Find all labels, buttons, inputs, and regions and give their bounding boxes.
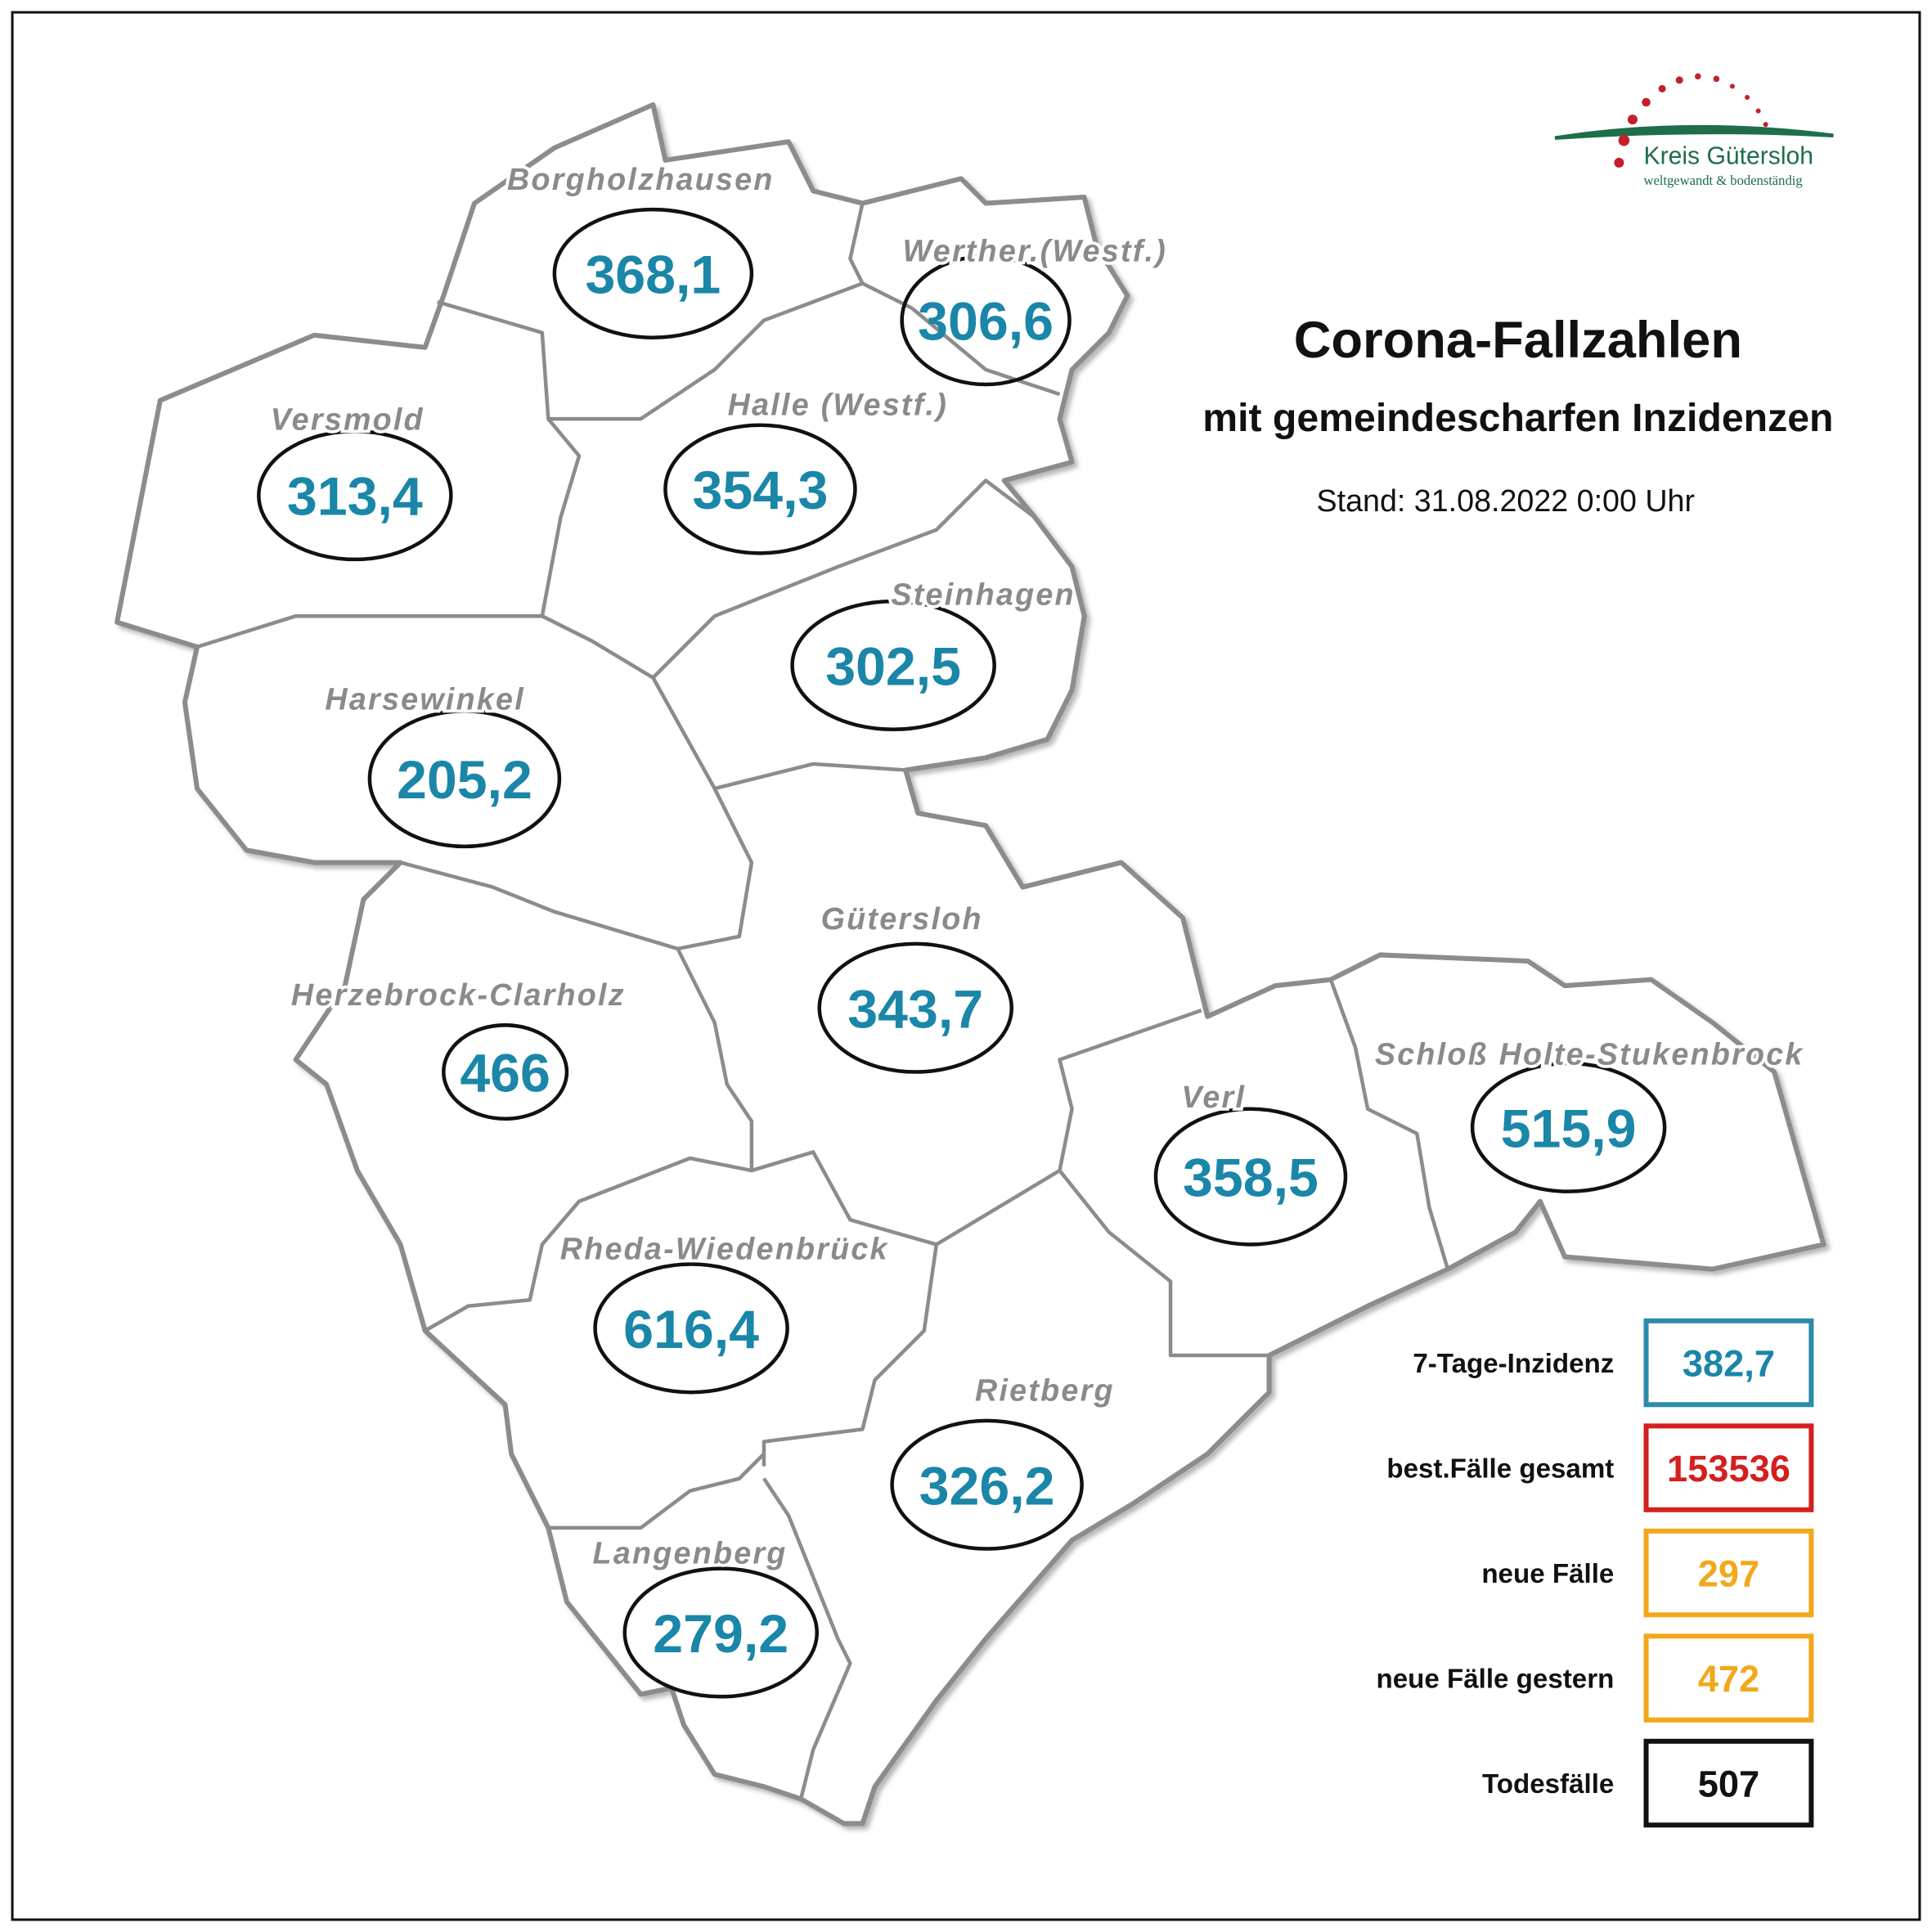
municipality-name: Harsewinkel (325, 682, 525, 717)
logo-dots (1614, 73, 1768, 168)
summary-box (1643, 1633, 1814, 1723)
value-oval (442, 1023, 569, 1121)
municipality-name: Herzebrock-Clarholz (291, 977, 626, 1012)
summary-value: 507 (1698, 1764, 1759, 1805)
logo: Kreis Gütersloh weltgewandt & bodenständ… (1554, 73, 1834, 188)
municipality-value: 368,1 (585, 245, 721, 306)
summary-box (1643, 1528, 1814, 1618)
municipality-value: 205,2 (397, 750, 532, 811)
summary-value: 472 (1698, 1658, 1759, 1700)
logo-name: Kreis Gütersloh (1644, 142, 1814, 169)
value-oval (257, 429, 453, 562)
summary-box (1643, 1423, 1814, 1512)
municipality-name: Rheda-Wiedenbrück (560, 1232, 889, 1266)
municipality-name: Verl (1181, 1080, 1246, 1114)
municipality-name: Versmold (271, 402, 425, 437)
municipality-name: Steinhagen (891, 577, 1075, 612)
municipality-value: 279,2 (653, 1604, 789, 1665)
summary-value: 153536 (1667, 1448, 1790, 1489)
municipality-name: Borgholzhausen (507, 162, 775, 196)
value-oval (817, 941, 1013, 1074)
summary-box (1643, 1738, 1814, 1828)
municipality-name: Langenberg (593, 1536, 788, 1570)
value-oval (900, 254, 1072, 387)
municipality-value: 326,2 (919, 1456, 1055, 1516)
value-oval (790, 599, 996, 732)
value-oval (890, 1418, 1084, 1551)
value-oval (1153, 1107, 1348, 1247)
district-map (115, 102, 1826, 1826)
municipality-value: 616,4 (623, 1300, 759, 1360)
value-oval (552, 207, 754, 340)
logo-slogan: weltgewandt & bodenständig (1644, 173, 1803, 188)
municipality-value: 302,5 (825, 637, 961, 698)
summary-label: best.Fälle gesamt (1386, 1454, 1614, 1485)
title: Corona-Fallzahlen (1294, 312, 1742, 369)
value-oval (663, 423, 857, 555)
municipality-value: 515,9 (1501, 1099, 1637, 1159)
municipality-value: 343,7 (847, 979, 983, 1040)
municipality-name: Gütersloh (821, 901, 983, 936)
municipality-name: Schloß Holte-Stukenbrock (1375, 1037, 1804, 1072)
value-oval (367, 708, 562, 849)
summary-label: 7-Tage-Inzidenz (1413, 1349, 1614, 1379)
municipality-value: 466 (460, 1044, 550, 1104)
summary-label: neue Fälle gestern (1376, 1665, 1614, 1695)
summary-value: 297 (1698, 1553, 1759, 1595)
summary-label: Todesfälle (1482, 1769, 1614, 1799)
municipality-name: Rietberg (975, 1373, 1115, 1408)
municipality-value: 358,5 (1183, 1148, 1319, 1209)
subtitle: mit gemeindescharfen Inzidenzen (1202, 396, 1833, 440)
municipality-value: 313,4 (287, 467, 423, 528)
municipality-name: Halle (Westf.) (728, 388, 948, 422)
value-oval (593, 1262, 789, 1395)
municipal-borders (196, 203, 1450, 1799)
district-outline (115, 102, 1826, 1826)
municipality-name: Werther.(Westf.) (903, 233, 1167, 267)
municipality-value: 306,6 (918, 292, 1054, 353)
stand: Stand: 31.08.2022 0:00 Uhr (1317, 483, 1696, 518)
summary-value: 382,7 (1683, 1343, 1775, 1385)
municipality-value: 354,3 (693, 461, 829, 521)
summary-box (1643, 1318, 1814, 1408)
logo-swoosh (1554, 124, 1834, 140)
value-oval (622, 1566, 819, 1699)
summary-label: neue Fälle (1481, 1559, 1614, 1589)
value-oval (1470, 1061, 1667, 1193)
